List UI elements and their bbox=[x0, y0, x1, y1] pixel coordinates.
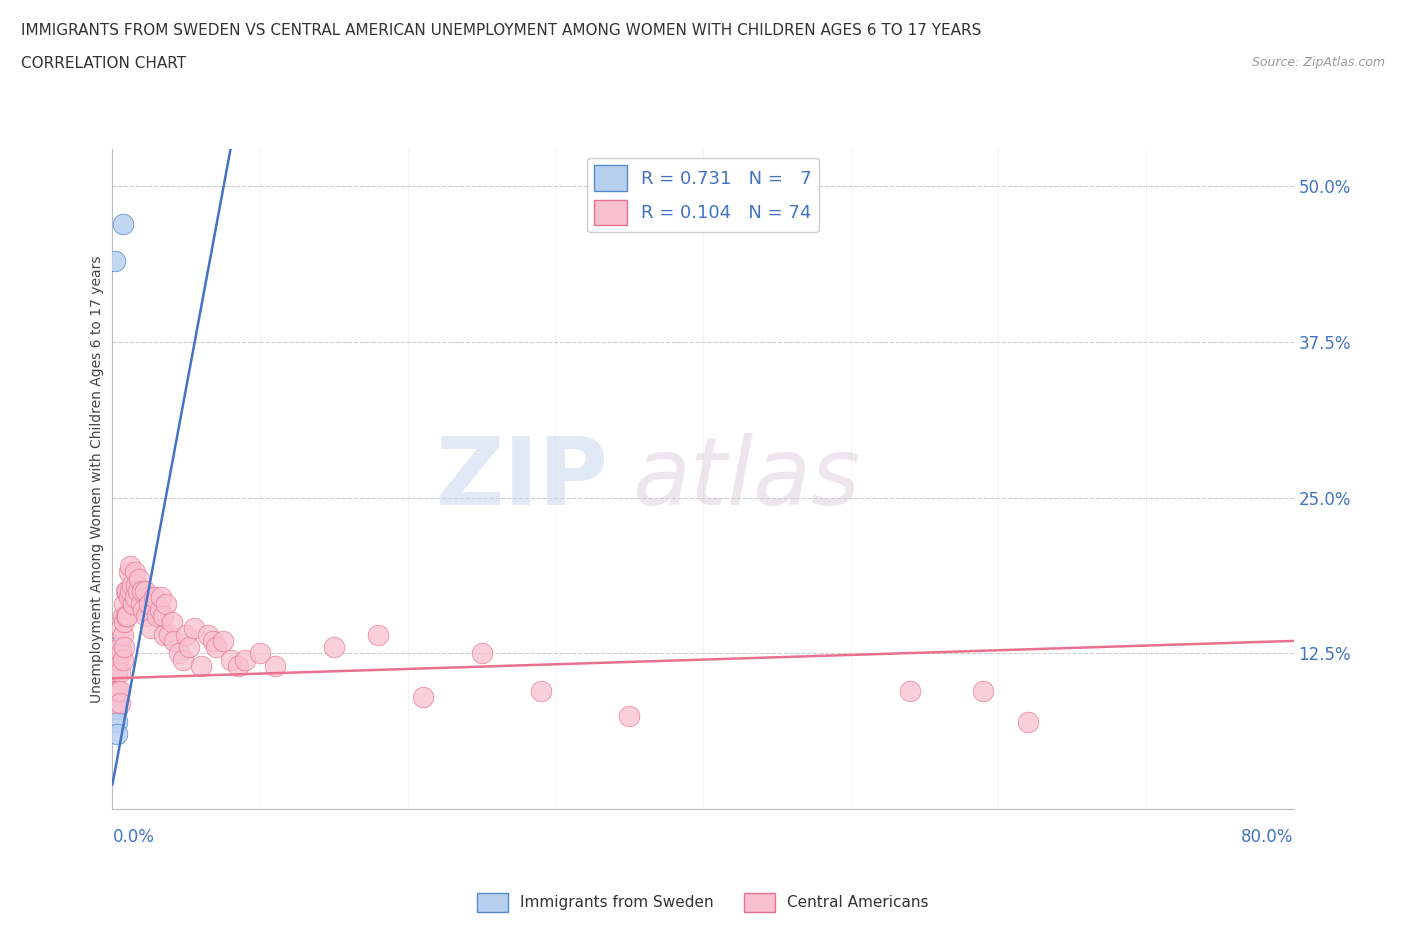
Point bbox=[138, 596, 160, 611]
Point bbox=[125, 578, 148, 592]
Point bbox=[205, 640, 228, 655]
Point bbox=[108, 684, 131, 698]
Point bbox=[120, 559, 142, 574]
Point bbox=[174, 627, 197, 642]
Point bbox=[179, 640, 201, 655]
Point bbox=[152, 608, 174, 623]
Text: Source: ZipAtlas.com: Source: ZipAtlas.com bbox=[1251, 56, 1385, 69]
Point bbox=[105, 714, 128, 729]
Point bbox=[470, 646, 494, 661]
Text: atlas: atlas bbox=[633, 433, 860, 525]
Point bbox=[117, 608, 138, 623]
Point bbox=[105, 727, 128, 742]
Point bbox=[132, 603, 155, 618]
Point bbox=[153, 627, 176, 642]
Point bbox=[107, 652, 129, 667]
Point bbox=[619, 709, 641, 724]
Point bbox=[529, 684, 551, 698]
Point bbox=[110, 646, 132, 661]
Point bbox=[172, 652, 194, 667]
Point bbox=[1017, 714, 1039, 729]
Text: 0.0%: 0.0% bbox=[112, 828, 155, 845]
Point bbox=[249, 646, 271, 661]
Point bbox=[163, 633, 186, 648]
Point bbox=[110, 621, 132, 636]
Point bbox=[264, 658, 287, 673]
Point bbox=[112, 640, 135, 655]
Point bbox=[105, 689, 128, 704]
Point bbox=[105, 640, 128, 655]
Point bbox=[197, 627, 219, 642]
Point bbox=[108, 640, 131, 655]
Point bbox=[212, 633, 235, 648]
Point bbox=[111, 216, 134, 231]
Point bbox=[104, 684, 127, 698]
Point bbox=[233, 652, 256, 667]
Point bbox=[367, 627, 389, 642]
Point bbox=[121, 578, 143, 592]
Legend: R = 0.731   N =   7, R = 0.104   N = 74: R = 0.731 N = 7, R = 0.104 N = 74 bbox=[586, 158, 820, 232]
Point bbox=[112, 615, 135, 630]
Y-axis label: Unemployment Among Women with Children Ages 6 to 17 years: Unemployment Among Women with Children A… bbox=[90, 255, 104, 703]
Point bbox=[124, 565, 146, 579]
Point bbox=[127, 584, 149, 599]
Point bbox=[150, 590, 173, 604]
Point bbox=[973, 684, 995, 698]
Point bbox=[146, 608, 169, 623]
Point bbox=[107, 684, 129, 698]
Point bbox=[105, 702, 128, 717]
Point bbox=[898, 684, 921, 698]
Point bbox=[111, 652, 134, 667]
Point bbox=[104, 254, 127, 269]
Point bbox=[219, 652, 242, 667]
Point bbox=[128, 571, 150, 586]
Point bbox=[226, 658, 249, 673]
Text: 80.0%: 80.0% bbox=[1241, 828, 1294, 845]
Text: CORRELATION CHART: CORRELATION CHART bbox=[21, 56, 186, 71]
Point bbox=[135, 608, 157, 623]
Text: IMMIGRANTS FROM SWEDEN VS CENTRAL AMERICAN UNEMPLOYMENT AMONG WOMEN WITH CHILDRE: IMMIGRANTS FROM SWEDEN VS CENTRAL AMERIC… bbox=[21, 23, 981, 38]
Point bbox=[124, 590, 146, 604]
Point bbox=[160, 615, 183, 630]
Point bbox=[111, 608, 134, 623]
Point bbox=[108, 665, 131, 680]
Point bbox=[131, 584, 153, 599]
Point bbox=[118, 590, 141, 604]
Text: ZIP: ZIP bbox=[436, 433, 609, 525]
Legend: Immigrants from Sweden, Central Americans: Immigrants from Sweden, Central American… bbox=[471, 887, 935, 918]
Point bbox=[411, 689, 433, 704]
Point bbox=[142, 590, 165, 604]
Point bbox=[105, 665, 128, 680]
Point bbox=[111, 627, 134, 642]
Point bbox=[105, 684, 128, 698]
Point bbox=[183, 621, 205, 636]
Point bbox=[323, 640, 346, 655]
Point bbox=[122, 596, 145, 611]
Point bbox=[114, 584, 136, 599]
Point bbox=[155, 596, 177, 611]
Point bbox=[149, 603, 172, 618]
Point bbox=[114, 608, 136, 623]
Point bbox=[120, 584, 142, 599]
Point bbox=[118, 565, 141, 579]
Point bbox=[139, 621, 162, 636]
Point bbox=[190, 658, 212, 673]
Point bbox=[129, 596, 152, 611]
Point bbox=[117, 584, 138, 599]
Point bbox=[167, 646, 190, 661]
Point bbox=[104, 696, 127, 711]
Point bbox=[108, 696, 131, 711]
Point bbox=[134, 584, 156, 599]
Point bbox=[201, 633, 224, 648]
Point bbox=[157, 627, 180, 642]
Point bbox=[112, 596, 135, 611]
